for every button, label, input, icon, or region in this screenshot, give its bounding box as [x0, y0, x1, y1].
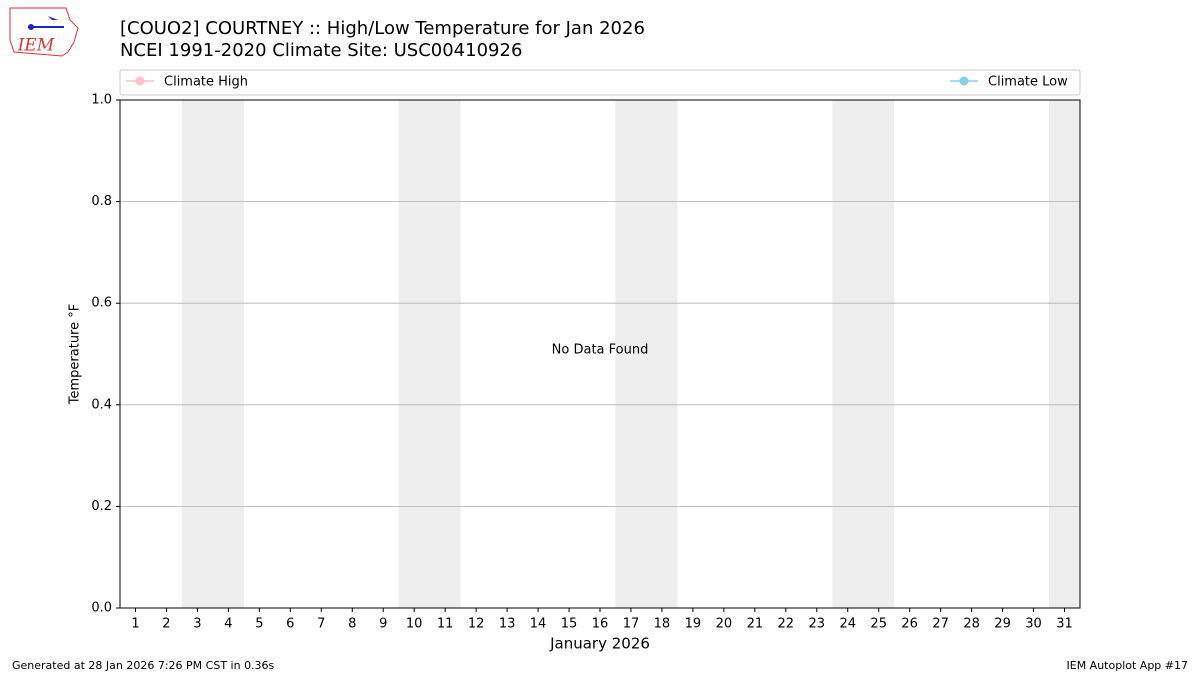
x-tick-label: 13 [499, 617, 516, 632]
y-tick-label: 0.8 [91, 194, 112, 209]
y-axis-label: Temperature °F [68, 304, 83, 405]
x-tick-label: 7 [317, 617, 325, 632]
legend-label: Climate High [164, 75, 248, 90]
y-tick-label: 0.6 [91, 296, 112, 311]
x-tick-label: 18 [654, 617, 671, 632]
annotation: No Data Found [552, 343, 649, 358]
shaded-span [181, 100, 244, 608]
shaded-span [1049, 100, 1080, 608]
shaded-span [615, 100, 678, 608]
x-tick-label: 1 [131, 617, 139, 632]
y-tick-label: 0.4 [91, 397, 112, 412]
legend-box [119, 69, 1081, 96]
x-tick-label: 24 [839, 617, 856, 632]
x-tick-label: 8 [348, 617, 356, 632]
x-tick-label: 26 [901, 617, 918, 632]
x-tick-label: 19 [685, 617, 702, 632]
y-tick-label: 1.0 [91, 93, 112, 108]
x-tick-label: 14 [530, 617, 547, 632]
x-tick-label: 25 [870, 617, 887, 632]
x-tick-label: 23 [809, 617, 826, 632]
x-tick-label: 20 [716, 617, 733, 632]
legend-marker [135, 76, 145, 86]
x-tick-label: 29 [994, 617, 1011, 632]
x-tick-label: 27 [932, 617, 949, 632]
x-tick-label: 12 [468, 617, 485, 632]
legend-label: Climate Low [988, 75, 1068, 90]
x-tick-label: 4 [224, 617, 232, 632]
shaded-span [398, 100, 461, 608]
x-tick-label: 22 [778, 617, 795, 632]
plot-frame [119, 99, 1081, 609]
logo-text: IEM [17, 36, 55, 56]
x-tick-label: 11 [437, 617, 454, 632]
footer-right: IEM Autoplot App #17 [1067, 659, 1189, 672]
x-tick-label: 3 [193, 617, 201, 632]
shaded-span [832, 100, 895, 608]
x-tick-label: 21 [747, 617, 764, 632]
x-tick-label: 30 [1025, 617, 1042, 632]
x-tick-label: 2 [162, 617, 170, 632]
y-tick-label: 0.0 [91, 601, 112, 616]
y-tick-label: 0.2 [91, 499, 112, 514]
legend-marker [959, 76, 969, 86]
chart-subtitle: NCEI 1991-2020 Climate Site: USC00410926 [120, 40, 522, 61]
x-tick-label: 31 [1056, 617, 1073, 632]
x-tick-label: 16 [592, 617, 609, 632]
footer-left: Generated at 28 Jan 2026 7:26 PM CST in … [12, 659, 275, 672]
chart-title: [COUO2] COURTNEY :: High/Low Temperature… [120, 18, 645, 39]
x-tick-label: 17 [623, 617, 640, 632]
logo: IEM [9, 7, 79, 57]
x-tick-label: 9 [379, 617, 387, 632]
x-axis-label: January 2026 [549, 635, 650, 653]
x-tick-label: 6 [286, 617, 294, 632]
x-tick-label: 15 [561, 617, 578, 632]
x-tick-label: 28 [963, 617, 980, 632]
x-tick-label: 5 [255, 617, 263, 632]
x-tick-label: 10 [406, 617, 423, 632]
